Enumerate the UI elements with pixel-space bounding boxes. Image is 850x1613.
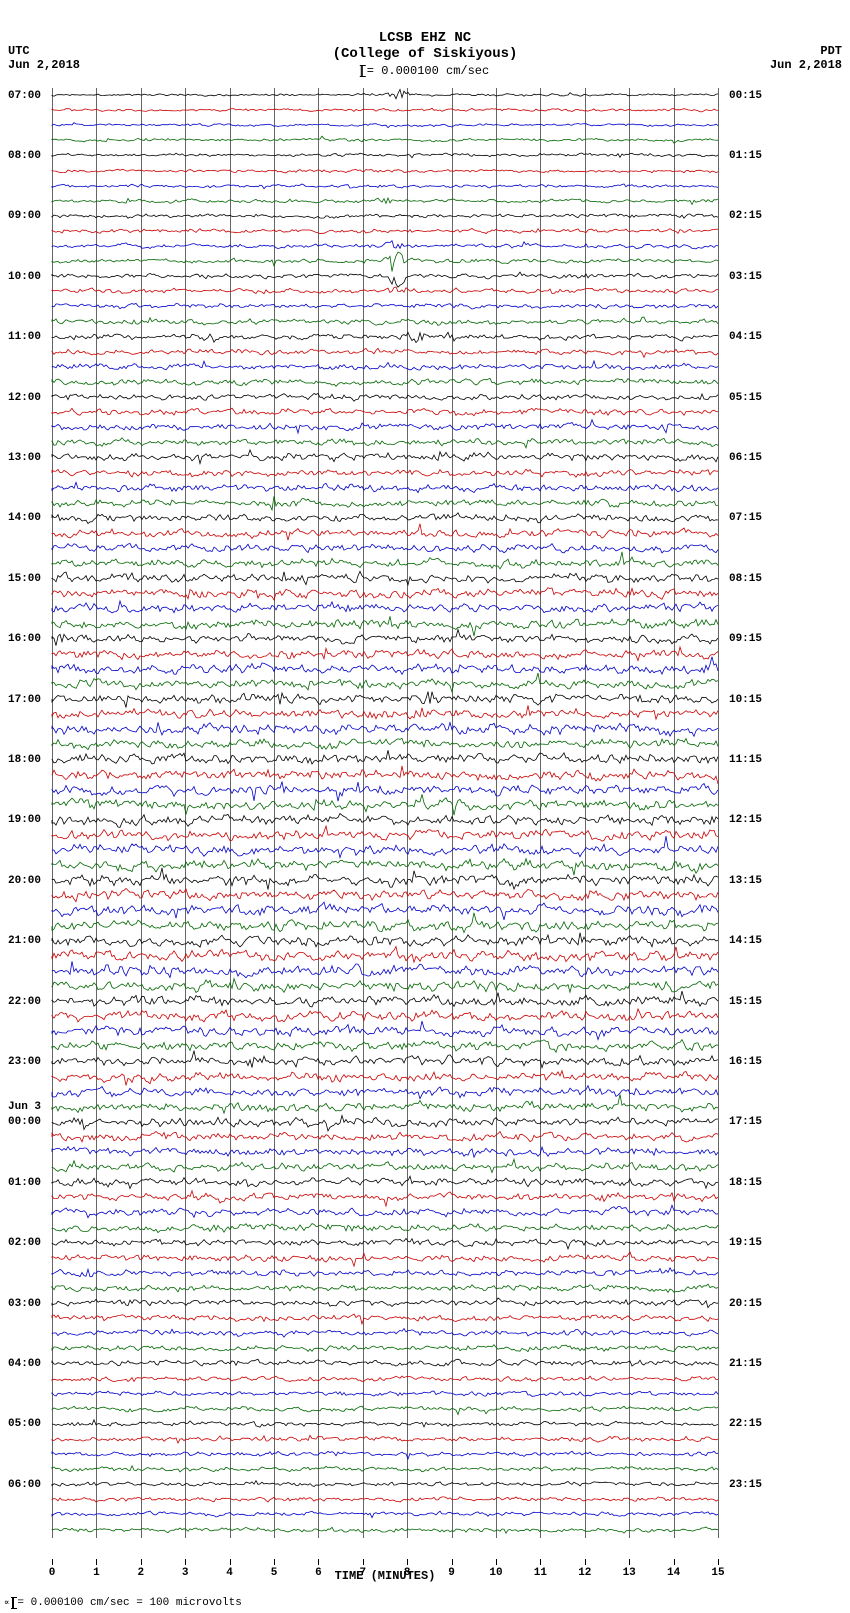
hour-label-pdt: 06:15 bbox=[729, 452, 762, 464]
footer-subscript: ∝ bbox=[4, 1598, 9, 1608]
hour-label-utc: 06:00 bbox=[8, 1479, 41, 1491]
hour-label-utc: 19:00 bbox=[8, 814, 41, 826]
footer-scale: ∝ = 0.000100 cm/sec = 100 microvolts bbox=[4, 1597, 242, 1609]
hour-label-pdt: 14:15 bbox=[729, 935, 762, 947]
date-right: Jun 2,2018 bbox=[770, 58, 842, 72]
hour-label-pdt: 08:15 bbox=[729, 573, 762, 585]
x-tick-mark bbox=[718, 1559, 719, 1565]
date-rollover-label: Jun 3 bbox=[8, 1101, 41, 1113]
hour-label-utc: 10:00 bbox=[8, 271, 41, 283]
hour-label-utc: 14:00 bbox=[8, 512, 41, 524]
hour-label-utc: 21:00 bbox=[8, 935, 41, 947]
trace-row bbox=[52, 1523, 718, 1538]
hour-label-pdt: 07:15 bbox=[729, 512, 762, 524]
hour-label-utc: 23:00 bbox=[8, 1056, 41, 1068]
hour-label-pdt: 10:15 bbox=[729, 694, 762, 706]
date-left: Jun 2,2018 bbox=[8, 58, 80, 72]
hour-label-pdt: 19:15 bbox=[729, 1237, 762, 1249]
x-tick-mark bbox=[674, 1559, 675, 1565]
hour-label-utc: 22:00 bbox=[8, 996, 41, 1008]
x-axis-label: TIME (MINUTES) bbox=[52, 1569, 718, 1583]
hour-label-pdt: 20:15 bbox=[729, 1298, 762, 1310]
hour-label-utc: 16:00 bbox=[8, 633, 41, 645]
seismic-trace bbox=[52, 1515, 718, 1545]
hour-label-utc: 01:00 bbox=[8, 1177, 41, 1189]
hour-label-pdt: 00:15 bbox=[729, 90, 762, 102]
hour-label-pdt: 11:15 bbox=[729, 754, 762, 766]
hour-label-utc: 05:00 bbox=[8, 1418, 41, 1430]
hour-label-utc: 07:00 bbox=[8, 90, 41, 102]
timezone-right: PDT bbox=[820, 44, 842, 58]
footer-text: = 0.000100 cm/sec = 100 microvolts bbox=[17, 1597, 241, 1609]
x-tick-mark bbox=[540, 1559, 541, 1565]
scale-marker: = 0.000100 cm/sec bbox=[361, 64, 489, 78]
hour-label-utc: 09:00 bbox=[8, 210, 41, 222]
x-tick-mark bbox=[585, 1559, 586, 1565]
x-tick-mark bbox=[363, 1559, 364, 1565]
scale-bar-icon bbox=[361, 65, 363, 77]
hour-label-pdt: 13:15 bbox=[729, 875, 762, 887]
x-tick-mark bbox=[318, 1559, 319, 1565]
helicorder-plot: 07:0000:1508:0001:1509:0002:1510:0003:15… bbox=[52, 88, 718, 1538]
hour-label-pdt: 22:15 bbox=[729, 1418, 762, 1430]
x-tick-mark bbox=[452, 1559, 453, 1565]
hour-label-pdt: 04:15 bbox=[729, 331, 762, 343]
hour-label-utc: 15:00 bbox=[8, 573, 41, 585]
hour-label-utc: 03:00 bbox=[8, 1298, 41, 1310]
hour-label-pdt: 05:15 bbox=[729, 392, 762, 404]
x-tick-mark bbox=[274, 1559, 275, 1565]
station-subtitle: (College of Siskiyous) bbox=[0, 46, 850, 62]
hour-label-utc: 18:00 bbox=[8, 754, 41, 766]
station-title: LCSB EHZ NC bbox=[0, 30, 850, 46]
gridline-vertical bbox=[718, 88, 719, 1538]
hour-label-pdt: 18:15 bbox=[729, 1177, 762, 1189]
hour-label-utc: 12:00 bbox=[8, 392, 41, 404]
hour-label-pdt: 15:15 bbox=[729, 996, 762, 1008]
x-tick-mark bbox=[230, 1559, 231, 1565]
scale-bar-icon bbox=[12, 1597, 14, 1609]
scale-text: = 0.000100 cm/sec bbox=[367, 64, 489, 78]
hour-label-utc: 11:00 bbox=[8, 331, 41, 343]
x-tick-mark bbox=[185, 1559, 186, 1565]
timezone-left: UTC bbox=[8, 44, 30, 58]
hour-label-pdt: 03:15 bbox=[729, 271, 762, 283]
hour-label-utc: 04:00 bbox=[8, 1358, 41, 1370]
hour-label-utc: 20:00 bbox=[8, 875, 41, 887]
x-tick-mark bbox=[496, 1559, 497, 1565]
x-tick-mark bbox=[141, 1559, 142, 1565]
hour-label-utc: 08:00 bbox=[8, 150, 41, 162]
hour-label-utc: 00:00 bbox=[8, 1116, 41, 1128]
hour-label-pdt: 17:15 bbox=[729, 1116, 762, 1128]
x-tick-mark bbox=[407, 1559, 408, 1565]
hour-label-pdt: 21:15 bbox=[729, 1358, 762, 1370]
hour-label-pdt: 23:15 bbox=[729, 1479, 762, 1491]
hour-label-pdt: 02:15 bbox=[729, 210, 762, 222]
x-tick-mark bbox=[629, 1559, 630, 1565]
hour-label-pdt: 16:15 bbox=[729, 1056, 762, 1068]
hour-label-pdt: 09:15 bbox=[729, 633, 762, 645]
x-tick-mark bbox=[52, 1559, 53, 1565]
hour-label-utc: 02:00 bbox=[8, 1237, 41, 1249]
hour-label-pdt: 01:15 bbox=[729, 150, 762, 162]
x-tick-mark bbox=[96, 1559, 97, 1565]
hour-label-utc: 13:00 bbox=[8, 452, 41, 464]
hour-label-pdt: 12:15 bbox=[729, 814, 762, 826]
hour-label-utc: 17:00 bbox=[8, 694, 41, 706]
